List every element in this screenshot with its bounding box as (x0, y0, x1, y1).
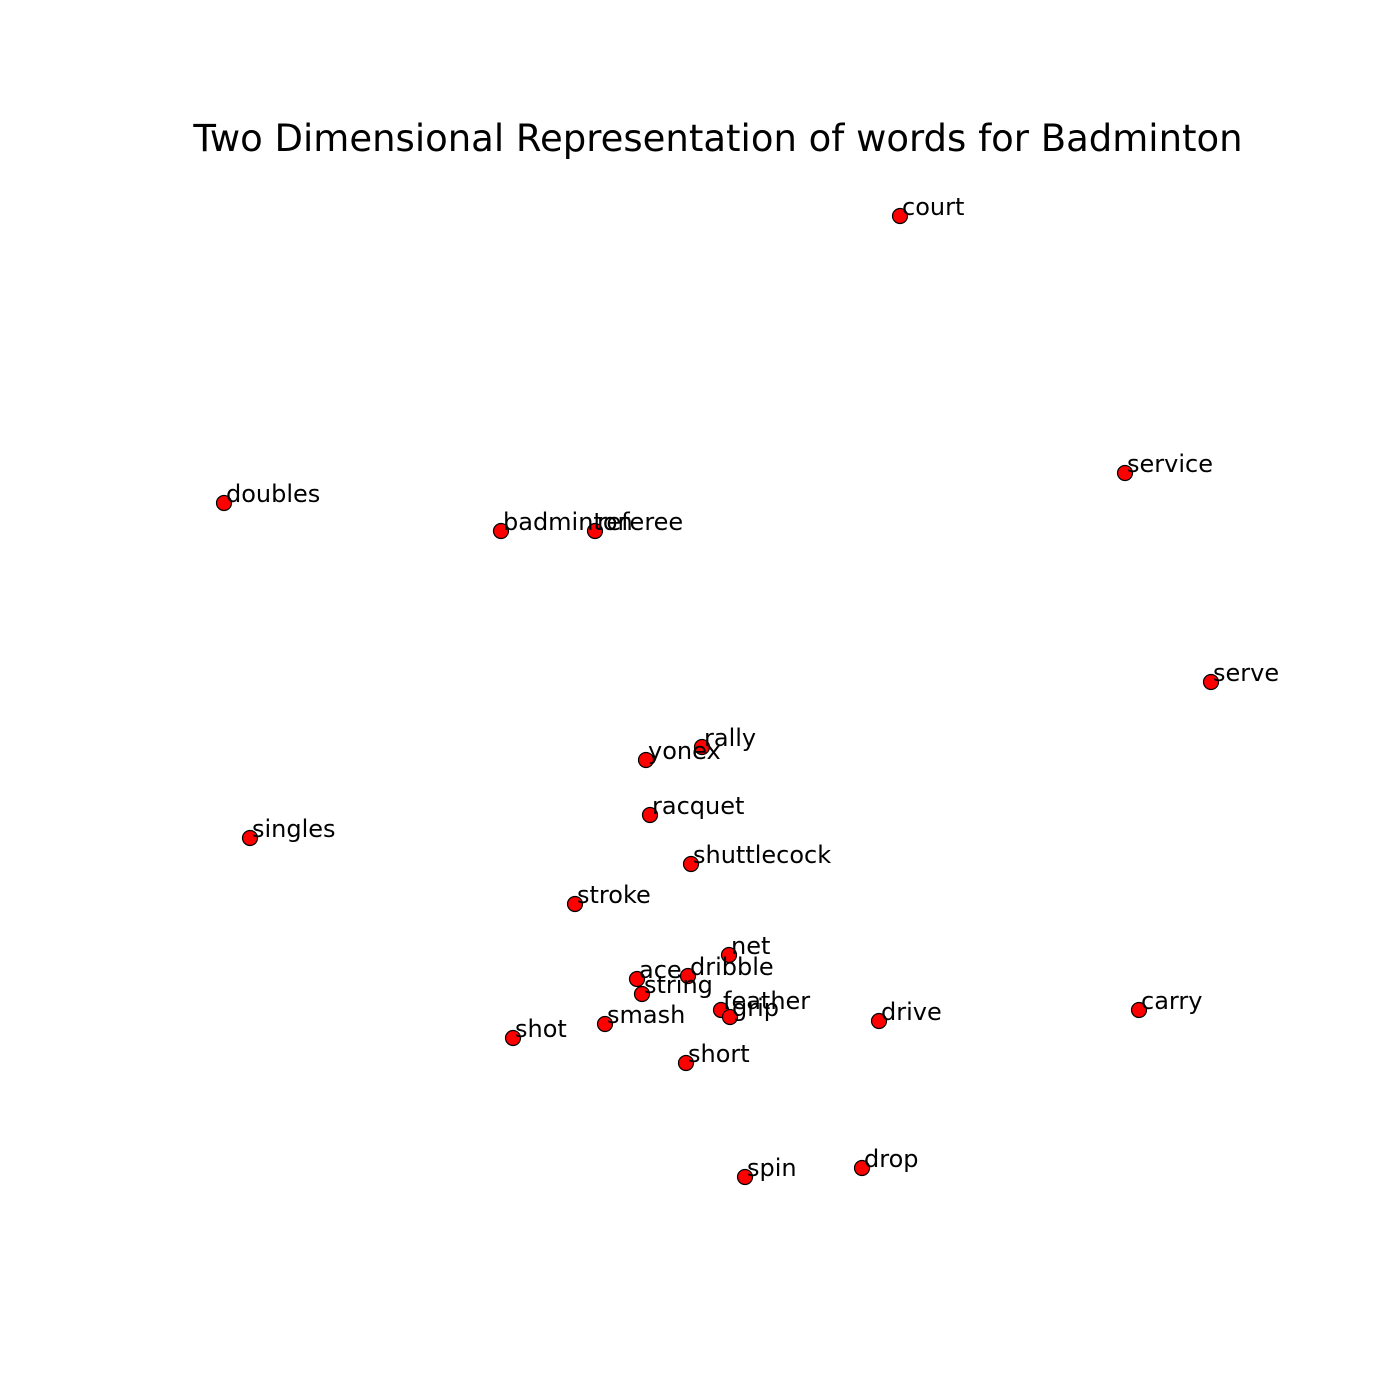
point-label: drop (864, 1145, 919, 1173)
point (693, 738, 711, 756)
point-label: feather (723, 987, 810, 1015)
point (853, 1159, 871, 1177)
point (679, 967, 697, 985)
point-label: dribble (690, 953, 774, 981)
point-label: referee (597, 508, 683, 536)
point (628, 970, 646, 988)
point (891, 207, 909, 225)
point-label: stroke (577, 881, 651, 909)
point (492, 522, 510, 540)
point-label: rally (704, 724, 756, 752)
point-label: smash (607, 1001, 685, 1029)
point (682, 855, 700, 873)
chart-title: Two Dimensional Representation of words … (192, 117, 1242, 160)
point-label: shot (515, 1015, 567, 1043)
point-label: service (1127, 450, 1213, 478)
point-label: badminton (503, 508, 633, 536)
point (870, 1012, 888, 1030)
point-label: yonex (648, 737, 721, 765)
point-label: string (644, 971, 713, 999)
point (215, 494, 233, 512)
point-label: carry (1141, 987, 1202, 1015)
point (586, 522, 604, 540)
point-label: court (902, 193, 964, 221)
point (504, 1029, 522, 1047)
point (677, 1054, 695, 1072)
point-label: racquet (652, 792, 744, 820)
point (1130, 1001, 1148, 1019)
point (637, 751, 655, 769)
point-label: drive (881, 998, 942, 1026)
point (720, 946, 738, 964)
point (721, 1008, 739, 1026)
point-label: spin (747, 1154, 797, 1182)
point-label: grip (732, 994, 779, 1022)
point (566, 895, 584, 913)
point-label: ace (639, 956, 682, 984)
point-label: singles (252, 815, 336, 843)
point (241, 829, 259, 847)
point (1202, 673, 1220, 691)
point (633, 985, 651, 1003)
point (596, 1015, 614, 1033)
point-label: short (688, 1040, 750, 1068)
point (1116, 464, 1134, 482)
point (736, 1168, 754, 1186)
point-label: shuttlecock (693, 841, 831, 869)
point (641, 806, 659, 824)
point-label: doubles (226, 480, 320, 508)
point-label: serve (1213, 659, 1279, 687)
point-label: net (731, 932, 770, 960)
